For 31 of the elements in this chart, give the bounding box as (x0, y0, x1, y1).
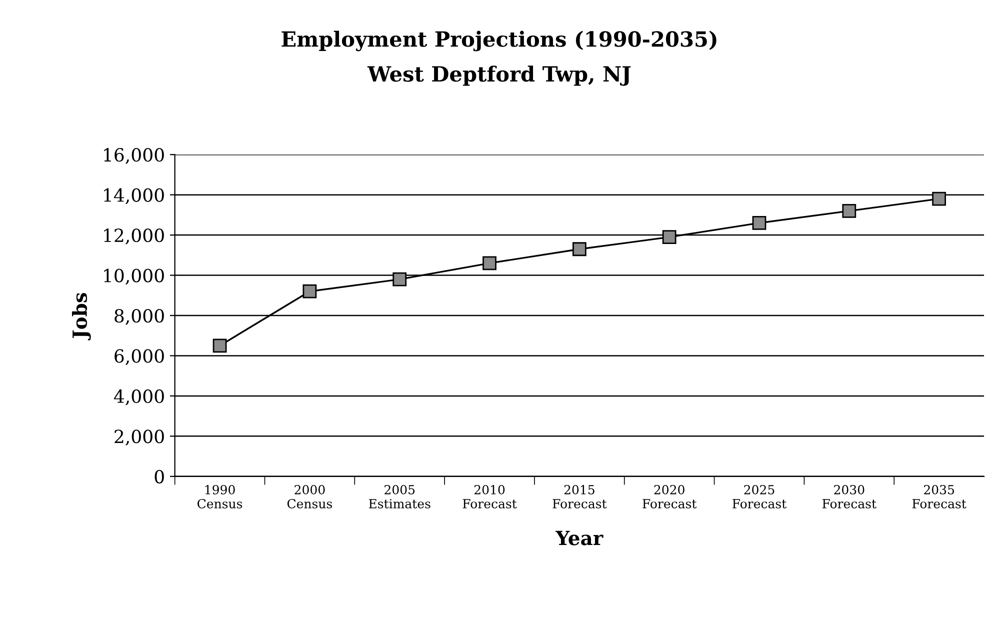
y-tick-label: 6,000 (114, 349, 164, 366)
chart-title: Employment Projections (1990-2035) (282, 30, 716, 52)
chart-subtitle: West Deptford Twp, NJ (367, 66, 631, 86)
x-tick-label: 2005 Estimates (368, 484, 430, 508)
y-tick-label: 14,000 (104, 188, 164, 204)
x-tick-label: 2020 Forecast (642, 484, 697, 508)
point (392, 272, 407, 286)
point (302, 284, 317, 298)
x-axis-title: Year (556, 530, 604, 546)
point (572, 242, 586, 256)
x-tick-label: 2015 Forecast (552, 484, 607, 508)
y-tick-label: 8,000 (114, 308, 164, 325)
x-tick-label: 2000 Census (287, 484, 332, 508)
x-tick-label: 1990 Census (198, 484, 242, 508)
y-tick-label: 10,000 (104, 268, 164, 285)
y-tick-label: 16,000 (104, 148, 164, 164)
point (842, 204, 856, 218)
x-tick-label: 2010 Forecast (462, 484, 517, 508)
point (752, 216, 766, 230)
x-tick-label: 2030 Forecast (822, 484, 876, 508)
point (482, 256, 496, 270)
y-axis-title: Jobs (72, 292, 91, 340)
y-tick-label: 12,000 (104, 228, 164, 244)
y-tick-label: 4,000 (114, 389, 164, 406)
y-tick-label: 2,000 (114, 430, 164, 446)
point (212, 338, 227, 353)
point (932, 192, 946, 206)
y-tick-label: 0 (154, 470, 164, 484)
x-tick-label: 2035 Forecast (912, 484, 966, 508)
x-tick-label: 2025 Forecast (732, 484, 787, 508)
point (662, 230, 676, 244)
